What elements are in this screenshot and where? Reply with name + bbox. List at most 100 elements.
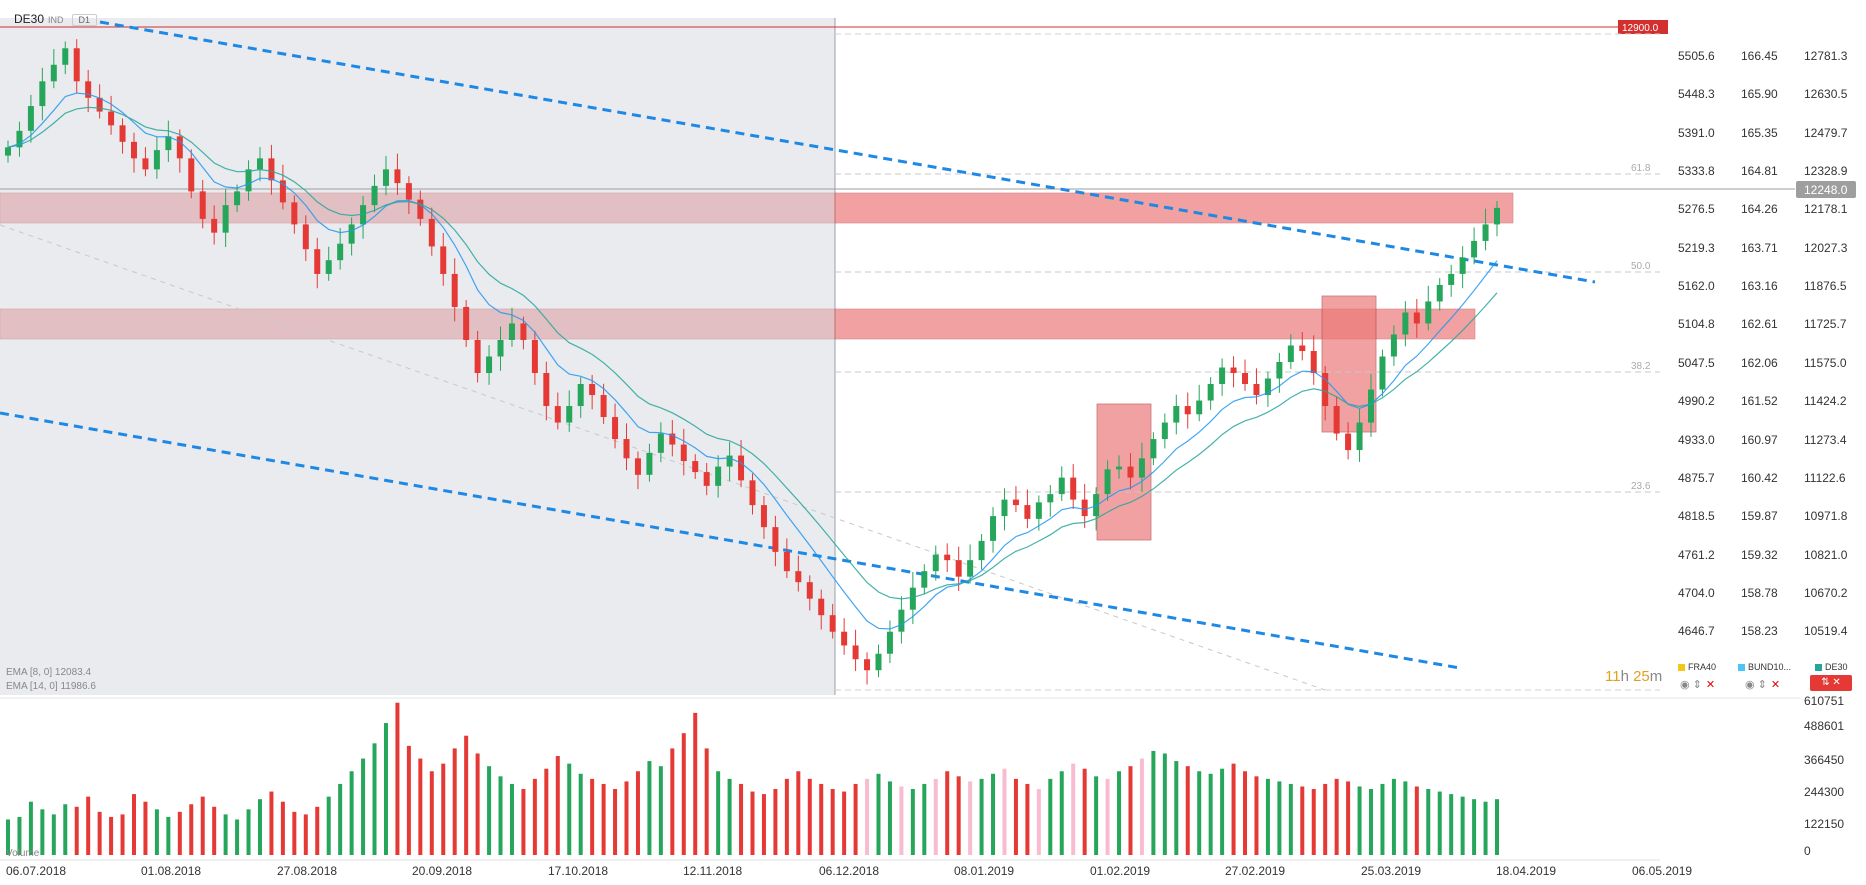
volume-bar xyxy=(635,771,640,855)
volume-bar xyxy=(246,809,251,855)
volume-bar xyxy=(1288,783,1293,855)
compare-fra40-controls[interactable]: ◉ ⇕ ✕ xyxy=(1680,678,1715,691)
volume-bar xyxy=(1013,778,1018,855)
volume-bar xyxy=(292,811,297,855)
price-tick-main: 5219.3 xyxy=(1678,241,1715,255)
candle-body xyxy=(669,433,676,445)
eye-icon[interactable]: ◉ xyxy=(1745,679,1755,691)
candle-body xyxy=(554,406,561,423)
candle-body xyxy=(1345,433,1352,451)
countdown-minutes-unit: m xyxy=(1649,668,1663,685)
volume-bar xyxy=(521,789,526,855)
volume-bar xyxy=(235,819,240,855)
symbol-header[interactable]: DE30 IND D1 xyxy=(14,12,98,26)
compare-fra40[interactable]: FRA40 xyxy=(1678,662,1716,672)
candle-body xyxy=(1390,334,1397,357)
timeframe-selector[interactable]: D1 xyxy=(71,14,98,26)
candle-body xyxy=(1138,458,1145,478)
candle-body xyxy=(829,615,836,632)
candle-body xyxy=(245,169,252,192)
candle-body xyxy=(165,136,172,151)
price-tick-3: 10670.2 xyxy=(1804,586,1848,600)
close-icon[interactable]: ✕ xyxy=(1770,679,1781,691)
price-tick-2: 162.61 xyxy=(1741,317,1778,331)
compare-bund10-controls[interactable]: ◉ ⇕ ✕ xyxy=(1745,678,1780,691)
volume-bar xyxy=(945,771,950,855)
candle-body xyxy=(600,395,607,418)
volume-tick: 488601 xyxy=(1804,719,1844,733)
volume-bar xyxy=(223,814,228,855)
volume-bar xyxy=(1243,771,1248,855)
volume-bar xyxy=(51,814,56,855)
volume-bar xyxy=(1094,776,1099,855)
reorder-icon[interactable]: ⇕ xyxy=(1692,679,1702,691)
candle-body xyxy=(1459,257,1466,274)
candle-body xyxy=(382,169,389,186)
volume-bar xyxy=(154,809,159,855)
x-tick: 17.10.2018 xyxy=(548,864,608,878)
candle-body xyxy=(921,571,928,588)
candle-body xyxy=(1196,400,1203,415)
price-tick-3: 10821.0 xyxy=(1804,548,1848,562)
close-icon[interactable]: ✕ xyxy=(1705,679,1716,691)
price-tick-3: 11273.4 xyxy=(1804,433,1847,447)
price-tick-main: 4646.7 xyxy=(1678,624,1715,638)
indicator-ema-8[interactable]: EMA [8, 0] 12083.4 xyxy=(6,667,91,678)
volume-bars xyxy=(6,702,1499,855)
fib-label-23.6: 23.6 xyxy=(1631,481,1651,492)
volume-bar xyxy=(28,801,33,855)
eye-icon[interactable]: ◉ xyxy=(1680,679,1690,691)
volume-bar xyxy=(372,743,377,855)
volume-bar xyxy=(17,816,22,855)
candle-body xyxy=(153,150,160,170)
volume-bar xyxy=(647,761,652,855)
chart-settings-button[interactable]: ⇅ ✕ xyxy=(1810,675,1852,691)
volume-bar xyxy=(1449,794,1454,855)
candle-body xyxy=(451,273,458,307)
volume-bar xyxy=(613,789,618,855)
ema-14-line xyxy=(7,106,1498,600)
candle-body xyxy=(703,472,710,486)
candle-body xyxy=(1448,273,1455,285)
price-tick-2: 158.78 xyxy=(1741,586,1778,600)
history-shade xyxy=(0,18,835,695)
price-tick-2: 158.23 xyxy=(1741,624,1778,638)
candle-body xyxy=(1379,356,1386,390)
reorder-icon[interactable]: ⇕ xyxy=(1757,679,1767,691)
current-price-label: 12248.0 xyxy=(1804,183,1848,197)
candle-body xyxy=(394,169,401,184)
volume-bar xyxy=(739,783,744,855)
candle-body xyxy=(119,125,126,142)
volume-bar xyxy=(86,796,91,855)
price-tick-3: 12781.3 xyxy=(1804,49,1848,63)
volume-bar xyxy=(601,783,606,855)
candle-body xyxy=(680,444,687,462)
volume-bar xyxy=(1139,758,1144,855)
volume-bar xyxy=(1036,789,1041,855)
price-tick-main: 4704.0 xyxy=(1678,586,1715,600)
indicator-ema-14[interactable]: EMA [14, 0] 11986.6 xyxy=(6,681,96,692)
volume-bar xyxy=(1265,778,1270,855)
candle-body xyxy=(1242,373,1249,385)
volume-bar xyxy=(120,814,125,855)
volume-bar xyxy=(189,804,194,855)
candle-body xyxy=(497,339,504,357)
candle-body xyxy=(1173,406,1180,423)
candle-body xyxy=(1184,406,1191,415)
candle-body xyxy=(176,136,183,159)
price-tick-2: 162.06 xyxy=(1741,356,1778,370)
candle-body xyxy=(1356,422,1363,451)
volume-bar xyxy=(1231,763,1236,855)
candle-body xyxy=(27,106,34,131)
candle-body xyxy=(1116,466,1123,470)
compare-bund10[interactable]: BUND10... xyxy=(1738,662,1791,672)
candle-body xyxy=(1161,422,1168,440)
candle-countdown: 11h 25m xyxy=(1605,668,1662,685)
ema-8-line xyxy=(7,92,1498,630)
compare-de30[interactable]: DE30 xyxy=(1815,662,1848,672)
candle-body xyxy=(50,64,57,82)
volume-bar xyxy=(1185,766,1190,855)
volume-bar xyxy=(63,804,68,855)
volume-bar xyxy=(1357,786,1362,855)
